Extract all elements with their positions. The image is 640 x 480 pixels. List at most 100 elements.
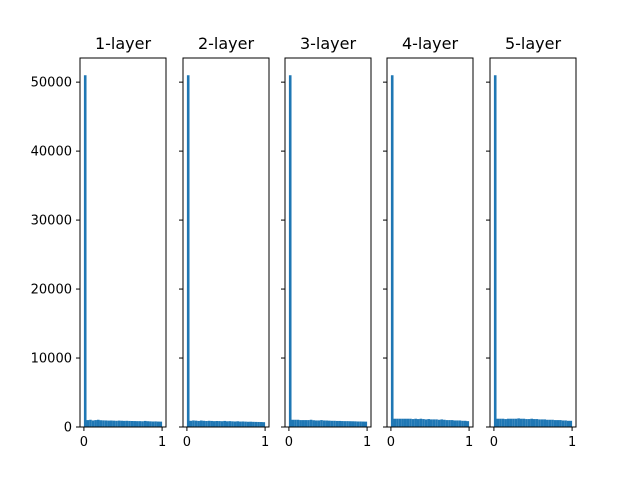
histogram-bar — [416, 419, 420, 427]
histogram-bar — [296, 419, 300, 427]
histogram-bar — [262, 422, 266, 427]
histogram-bar — [448, 420, 451, 427]
histogram-bar — [146, 421, 150, 427]
histogram-bar — [530, 418, 533, 427]
histogram-bar — [354, 421, 357, 427]
histogram-bar — [109, 420, 113, 427]
histogram-bar — [493, 75, 497, 428]
x-tick-label: 0 — [183, 435, 191, 450]
histogram-bar — [351, 421, 355, 427]
histogram-bar — [102, 420, 105, 427]
histogram-bar — [522, 418, 526, 427]
histogram-bar — [496, 418, 500, 427]
histogram-bar — [233, 421, 237, 427]
histogram-bar — [115, 420, 118, 427]
histogram-bar — [422, 419, 425, 427]
histogram-bar — [156, 421, 160, 427]
histogram-bar — [335, 420, 339, 427]
histogram-bar — [437, 419, 441, 427]
histogram-bar — [393, 418, 397, 427]
histogram-bar — [89, 419, 92, 427]
histogram-bar — [346, 421, 349, 427]
histogram-bar — [189, 420, 193, 427]
x-tick-label: 0 — [80, 435, 88, 450]
histogram-bar — [138, 421, 142, 427]
histogram-bar — [301, 420, 305, 427]
histogram-bar — [561, 420, 565, 427]
histogram-bar — [117, 420, 121, 427]
histogram-bar — [461, 420, 464, 427]
x-tick-label: 0 — [490, 435, 498, 450]
y-tick-label: 50000 — [31, 76, 72, 91]
histogram-bar — [424, 419, 428, 427]
histogram-bar — [456, 420, 459, 427]
histogram-bar — [512, 418, 515, 427]
histogram-bar — [112, 420, 116, 427]
histogram-bar — [551, 419, 554, 427]
histogram-bar — [228, 421, 232, 427]
histogram-bar — [411, 419, 415, 427]
histogram-bar — [566, 420, 570, 427]
histogram-bar — [543, 419, 547, 427]
histogram-bar — [130, 421, 134, 427]
y-tick-label: 40000 — [31, 145, 72, 160]
histogram-bar — [553, 420, 557, 427]
y-tick-label: 20000 — [31, 283, 72, 298]
x-tick-label: 1 — [465, 435, 473, 450]
histogram-bar — [104, 420, 108, 427]
panel-5: 5-layer 0 1 — [486, 34, 577, 450]
histogram-bar — [133, 421, 137, 427]
histogram-bar — [252, 421, 255, 427]
histogram-bar — [356, 421, 360, 427]
histogram-bar — [504, 419, 507, 427]
histogram-bar — [509, 418, 513, 427]
histogram-bar — [244, 421, 247, 427]
histogram-bar — [307, 420, 310, 427]
histogram-bar — [149, 421, 152, 427]
x-tick-label: 1 — [568, 435, 576, 450]
histogram-bar — [257, 421, 260, 427]
histogram-bar — [556, 420, 560, 427]
histogram-bar — [401, 418, 404, 427]
histogram-bar — [359, 421, 362, 427]
panel-title: 2-layer — [198, 34, 255, 53]
histogram-bar — [538, 419, 541, 427]
histogram-bar — [548, 419, 552, 427]
histogram-bar — [83, 75, 87, 428]
axes-frame — [182, 57, 270, 428]
histogram-bar — [320, 420, 323, 427]
histogram-bar — [239, 421, 242, 427]
histogram-bar — [466, 421, 470, 427]
axes-frame — [489, 57, 577, 428]
histogram-bar — [231, 421, 234, 427]
histogram-bar — [123, 420, 126, 427]
histogram-bar — [202, 420, 206, 427]
histogram-bar — [226, 421, 229, 427]
panel-title: 1-layer — [95, 34, 152, 53]
histogram-bar — [254, 421, 258, 427]
histogram-bar — [430, 419, 433, 427]
histogram-bar — [154, 421, 157, 427]
axes-frame — [284, 57, 372, 428]
histogram-bar — [299, 420, 302, 427]
histogram-bar — [348, 421, 352, 427]
histogram-bar — [249, 421, 253, 427]
histogram-bar — [343, 421, 347, 427]
histogram-bar — [186, 75, 190, 428]
histogram-bar — [333, 420, 336, 427]
x-tick-label: 1 — [158, 435, 166, 450]
histogram-bar — [414, 418, 417, 427]
histogram-bar — [197, 420, 200, 427]
histogram-bar — [218, 421, 221, 427]
histogram-bar — [223, 420, 226, 427]
histogram-bar — [96, 419, 100, 427]
histogram-bar — [141, 421, 144, 427]
histogram-bar — [463, 420, 467, 427]
histogram-bar — [194, 420, 198, 427]
histogram-bar — [314, 420, 318, 427]
histogram-bar — [453, 420, 457, 427]
histogram-bar — [364, 421, 368, 427]
histogram-bar — [212, 421, 216, 427]
x-tick-label: 0 — [285, 435, 293, 450]
histogram-bar — [564, 420, 567, 427]
